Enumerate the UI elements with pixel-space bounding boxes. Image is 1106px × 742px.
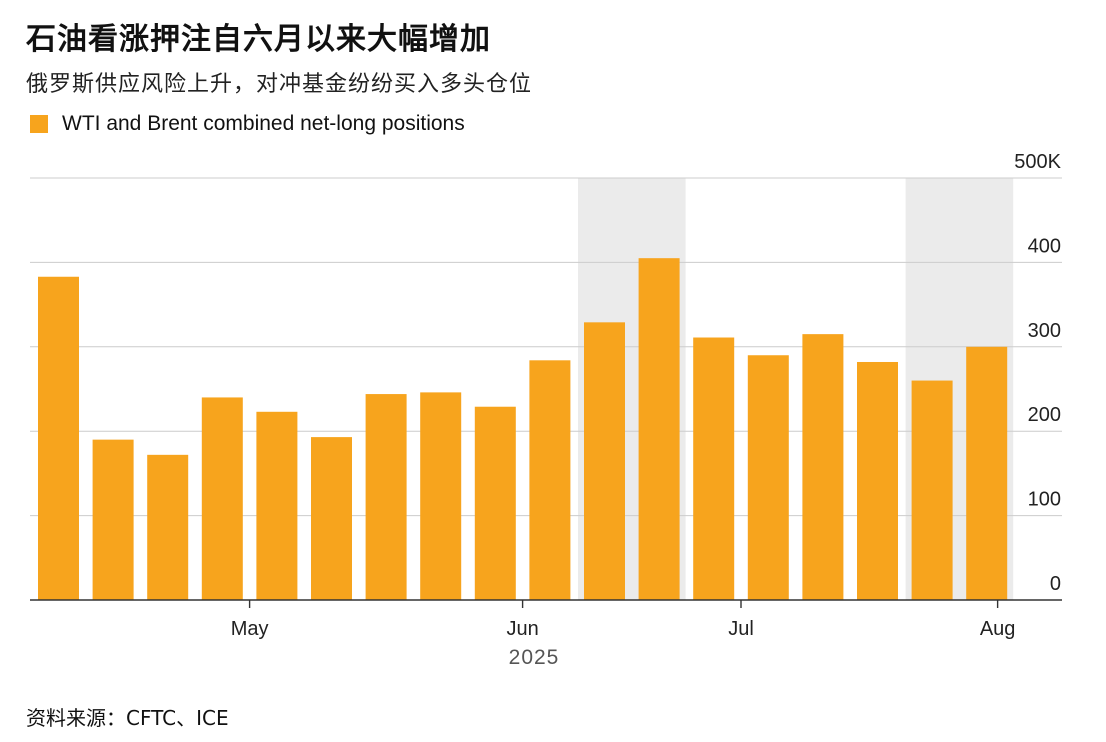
bar bbox=[911, 380, 953, 600]
chart-title: 石油看涨押注自六月以来大幅增加 bbox=[26, 22, 491, 57]
bar bbox=[201, 397, 243, 600]
legend-swatch bbox=[30, 115, 48, 133]
bar bbox=[365, 394, 407, 600]
y-tick-label: 100 bbox=[1028, 489, 1061, 511]
bar bbox=[256, 411, 298, 600]
bar bbox=[38, 276, 79, 600]
bar bbox=[474, 406, 516, 600]
y-tick-label: 200 bbox=[1028, 404, 1061, 426]
bar bbox=[966, 346, 1008, 600]
bar bbox=[311, 437, 352, 600]
x-tick-label: Jul bbox=[728, 618, 754, 640]
bar bbox=[147, 454, 189, 600]
bar bbox=[802, 334, 844, 600]
x-year-label: 2025 bbox=[509, 646, 560, 669]
y-tick-label: 0 bbox=[1050, 573, 1061, 595]
bar bbox=[693, 337, 735, 600]
bar bbox=[584, 322, 625, 600]
chart-subtitle: 俄罗斯供应风险上升，对冲基金纷纷买入多头仓位 bbox=[26, 72, 533, 97]
x-tick-label: May bbox=[231, 618, 269, 640]
y-tick-label: 500K bbox=[1014, 151, 1061, 173]
legend-label: WTI and Brent combined net-long position… bbox=[62, 112, 465, 135]
source-note: 资料来源：CFTC、ICE bbox=[26, 706, 229, 730]
bar bbox=[420, 392, 462, 600]
bar bbox=[747, 355, 789, 600]
bar bbox=[857, 361, 898, 600]
x-tick-label: Jun bbox=[506, 618, 538, 640]
y-tick-label: 300 bbox=[1028, 320, 1061, 342]
bar bbox=[638, 258, 680, 600]
bar bbox=[529, 360, 571, 600]
y-tick-label: 400 bbox=[1028, 235, 1061, 257]
x-tick-label: Aug bbox=[980, 618, 1016, 640]
bar bbox=[92, 439, 134, 600]
legend: WTI and Brent combined net-long position… bbox=[30, 112, 465, 136]
